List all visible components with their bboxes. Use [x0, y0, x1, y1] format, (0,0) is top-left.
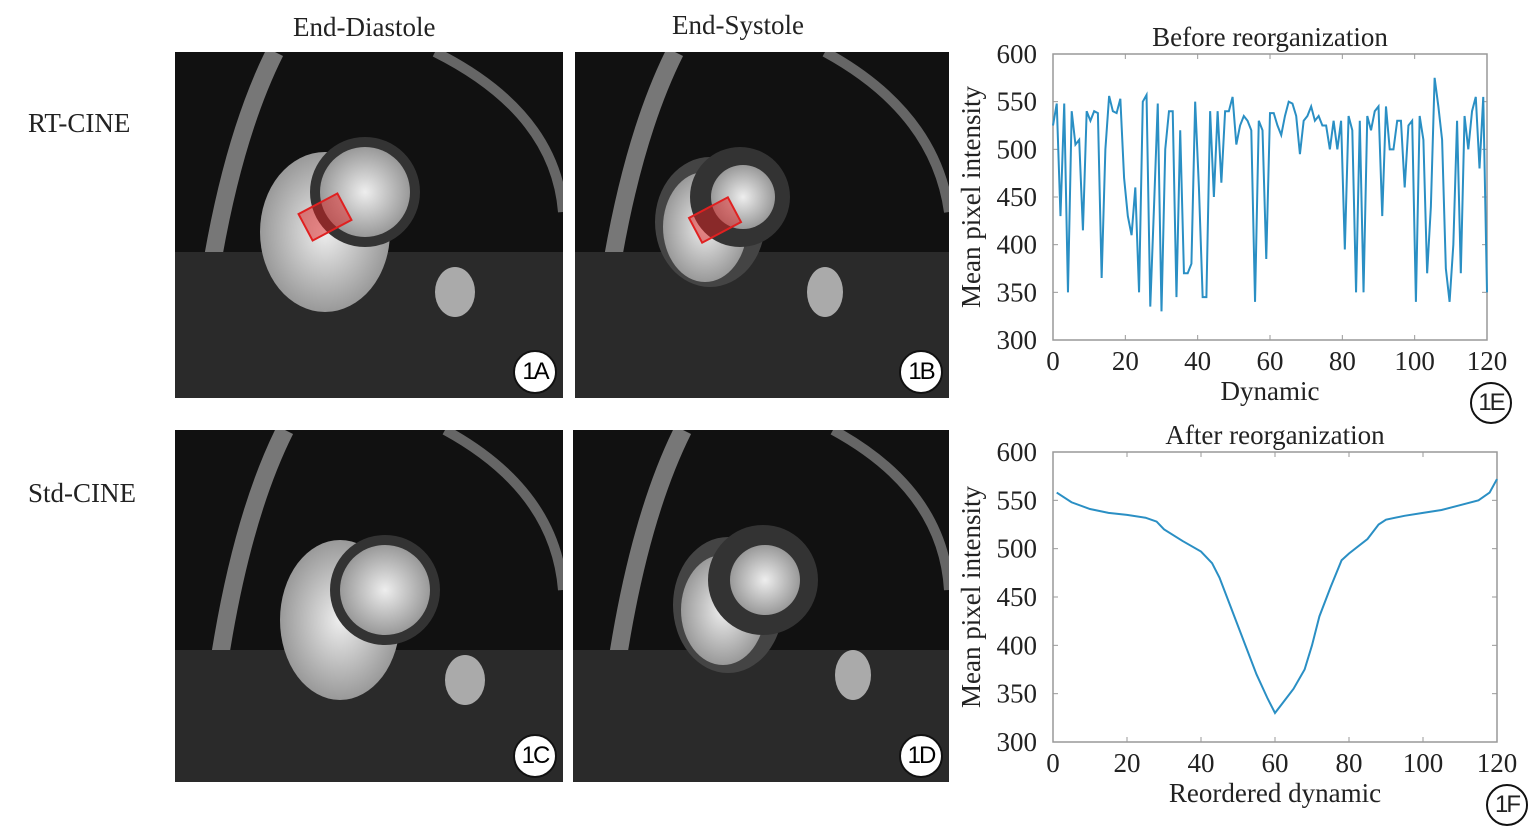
x-tick-label: 40: [1188, 748, 1215, 778]
x-axis-label: Reordered dynamic: [1169, 778, 1381, 808]
y-tick-label: 550: [997, 87, 1038, 117]
panel-label-1d: 1D: [899, 734, 943, 778]
col-label-end-diastole: End-Diastole: [293, 12, 436, 42]
x-tick-label: 60: [1262, 748, 1289, 778]
panel-label-1b: 1B: [899, 350, 943, 394]
panel-label-1e: 1E: [1470, 382, 1512, 424]
y-tick-label: 500: [997, 534, 1038, 564]
y-tick-label: 400: [997, 630, 1038, 660]
chart-title: Before reorganization: [1152, 22, 1388, 52]
plot-frame: [1052, 451, 1498, 743]
row-label-rt-cine: RT-CINE: [28, 108, 131, 138]
y-tick-label: 350: [997, 679, 1038, 709]
x-tick-label: 80: [1336, 748, 1363, 778]
mri-image-1c: 1C: [175, 430, 563, 782]
x-tick-label: 100: [1394, 346, 1435, 376]
y-tick-label: 500: [997, 134, 1038, 164]
y-tick-label: 600: [997, 437, 1038, 467]
x-tick-label: 120: [1477, 748, 1518, 778]
x-tick-label: 0: [1046, 748, 1060, 778]
y-tick-label: 300: [997, 727, 1038, 757]
x-tick-label: 100: [1403, 748, 1444, 778]
x-axis-label: Dynamic: [1221, 376, 1320, 406]
mri-image-1a: 1A: [175, 52, 563, 398]
x-tick-label: 60: [1257, 346, 1284, 376]
y-tick-label: 600: [997, 39, 1038, 69]
panel-label-1c: 1C: [513, 734, 557, 778]
y-tick-label: 300: [997, 325, 1038, 355]
y-tick-label: 450: [997, 582, 1038, 612]
x-tick-label: 0: [1046, 346, 1060, 376]
panel-label-1a: 1A: [513, 350, 557, 394]
x-tick-label: 40: [1184, 346, 1211, 376]
mri-image-1b: 1B: [575, 52, 949, 398]
y-tick-label: 550: [997, 485, 1038, 515]
x-tick-label: 20: [1112, 346, 1139, 376]
x-tick-label: 120: [1467, 346, 1508, 376]
x-tick-label: 80: [1329, 346, 1356, 376]
series-line: [1052, 77, 1488, 312]
y-axis-label: Mean pixel intensity: [956, 86, 986, 308]
y-tick-label: 350: [997, 277, 1038, 307]
panel-label-1f: 1F: [1486, 784, 1528, 826]
mri-image-1d: 1D: [573, 430, 949, 782]
y-axis-label: Mean pixel intensity: [956, 486, 986, 708]
col-label-end-systole: End-Systole: [672, 10, 804, 40]
y-tick-label: 400: [997, 230, 1038, 260]
y-tick-label: 450: [997, 182, 1038, 212]
row-label-std-cine: Std-CINE: [28, 478, 136, 508]
chart-title: After reorganization: [1165, 420, 1385, 450]
series-line: [1056, 478, 1498, 715]
x-tick-label: 20: [1114, 748, 1141, 778]
